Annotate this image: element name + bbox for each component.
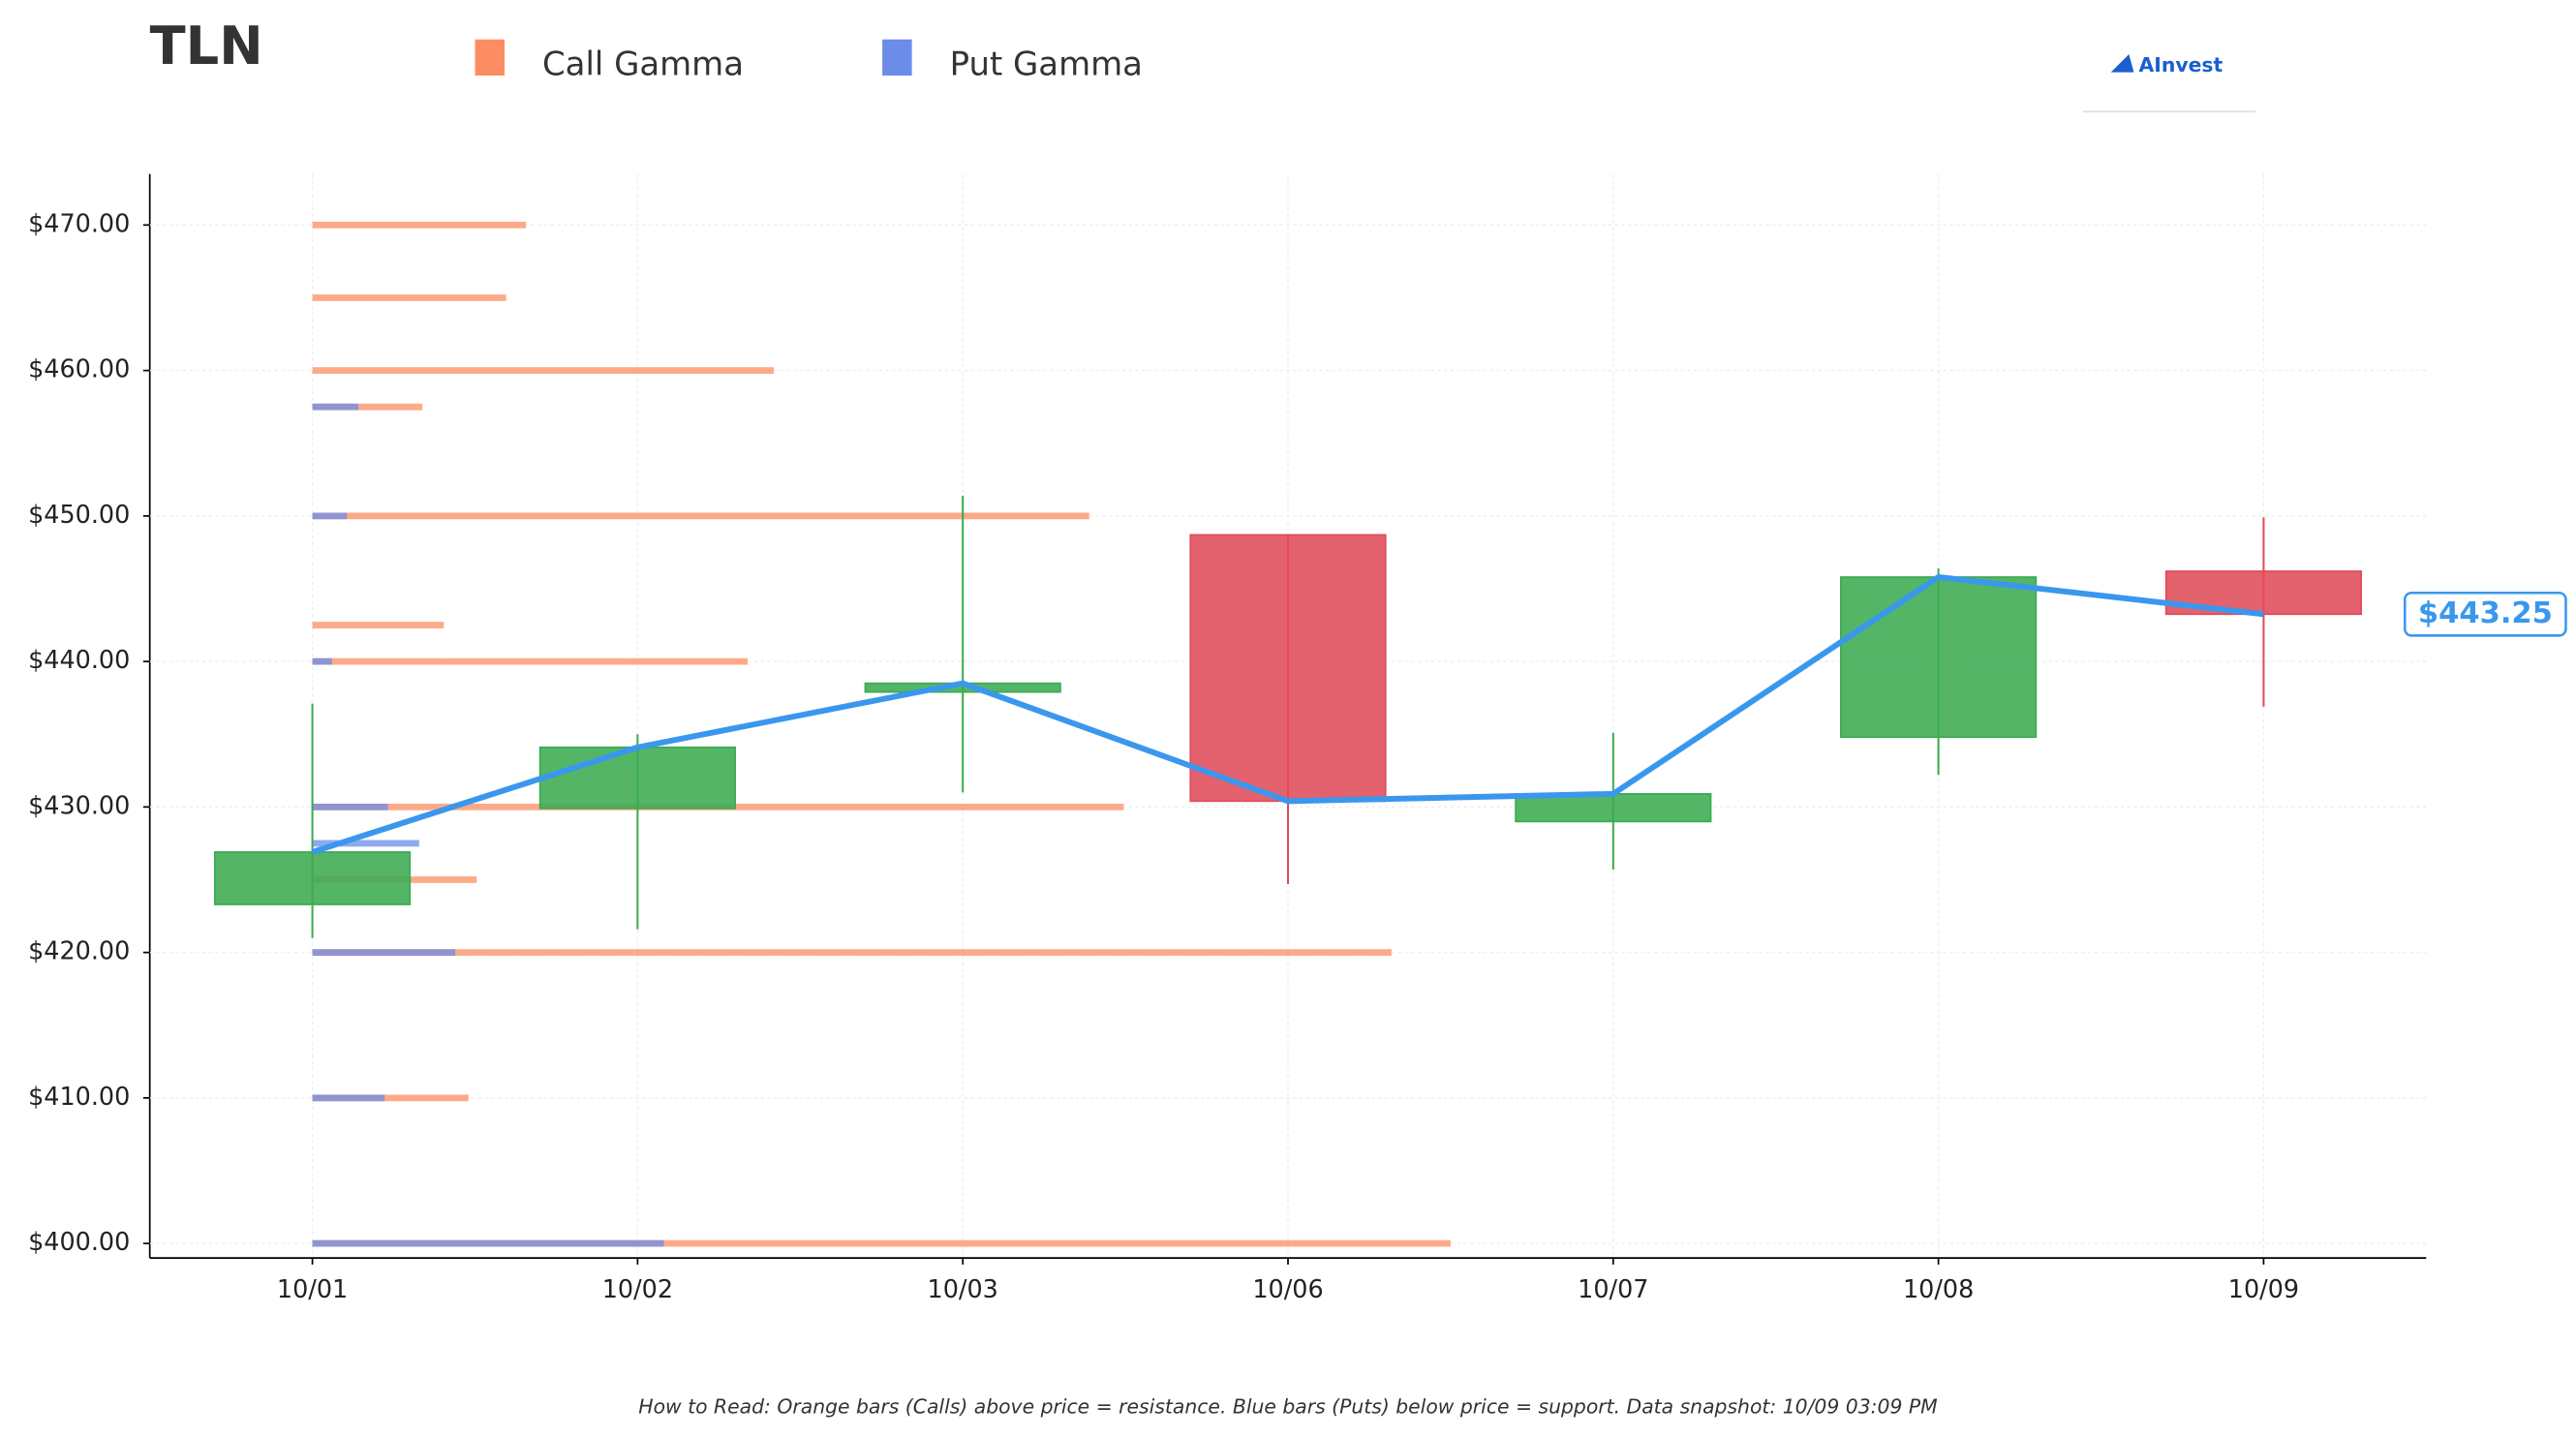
- y-tick-label: $410.00: [28, 1082, 130, 1111]
- gamma-bar: [312, 657, 332, 665]
- y-tick-label: $420.00: [28, 936, 130, 965]
- x-tick-label: 10/08: [1903, 1274, 1974, 1303]
- candle-body: [1189, 534, 1387, 803]
- gamma-bar: [312, 1094, 385, 1102]
- gamma-bar: [312, 657, 749, 665]
- legend-swatch: [882, 39, 912, 76]
- gamma-bar: [312, 512, 1089, 520]
- y-tick-label: $430.00: [28, 790, 130, 819]
- y-tick-label: $470.00: [28, 208, 130, 237]
- x-tick-label: 10/02: [602, 1274, 673, 1303]
- x-tick-label: 10/09: [2228, 1274, 2299, 1303]
- y-tick-label: $460.00: [28, 354, 130, 383]
- gamma-bar: [312, 803, 388, 810]
- gamma-bar: [312, 1094, 469, 1102]
- footnote: How to Read: Orange bars (Calls) above p…: [638, 1394, 1937, 1418]
- gamma-bar: [312, 221, 527, 229]
- close-line: [311, 573, 2264, 855]
- gamma-bar: [312, 512, 348, 520]
- gamma-bar: [312, 1239, 1451, 1247]
- gamma-bar: [312, 1239, 664, 1247]
- y-tick-label: $450.00: [28, 500, 130, 529]
- gamma-bar: [312, 840, 419, 847]
- candle-body: [213, 851, 412, 905]
- x-tick-label: 10/01: [277, 1274, 348, 1303]
- chart-title: TLN: [150, 15, 263, 76]
- price-label-box: [2404, 591, 2567, 637]
- legend-label: Put Gamma: [950, 45, 1143, 82]
- candle-body: [538, 746, 736, 810]
- x-tick-label: 10/03: [928, 1274, 998, 1303]
- price-label: $443.25: [2418, 596, 2553, 630]
- gamma-bar: [312, 403, 423, 411]
- gamma-bar: [312, 367, 775, 375]
- x-tick-label: 10/07: [1578, 1274, 1648, 1303]
- brand: AInvest: [2139, 53, 2223, 76]
- y-tick-label: $440.00: [28, 645, 130, 674]
- gamma-bar: [312, 403, 359, 411]
- legend-label: Call Gamma: [542, 45, 744, 82]
- brand-icon: [2110, 53, 2134, 73]
- y-tick-label: $400.00: [28, 1227, 130, 1256]
- gamma-bar: [312, 622, 445, 628]
- candle-body: [1515, 792, 1712, 823]
- x-tick-label: 10/06: [1252, 1274, 1323, 1303]
- legend-swatch: [475, 39, 506, 76]
- gamma-bar: [312, 949, 1392, 957]
- candle-body: [1840, 576, 2038, 739]
- gamma-bar: [312, 949, 456, 957]
- gamma-bar: [312, 294, 506, 301]
